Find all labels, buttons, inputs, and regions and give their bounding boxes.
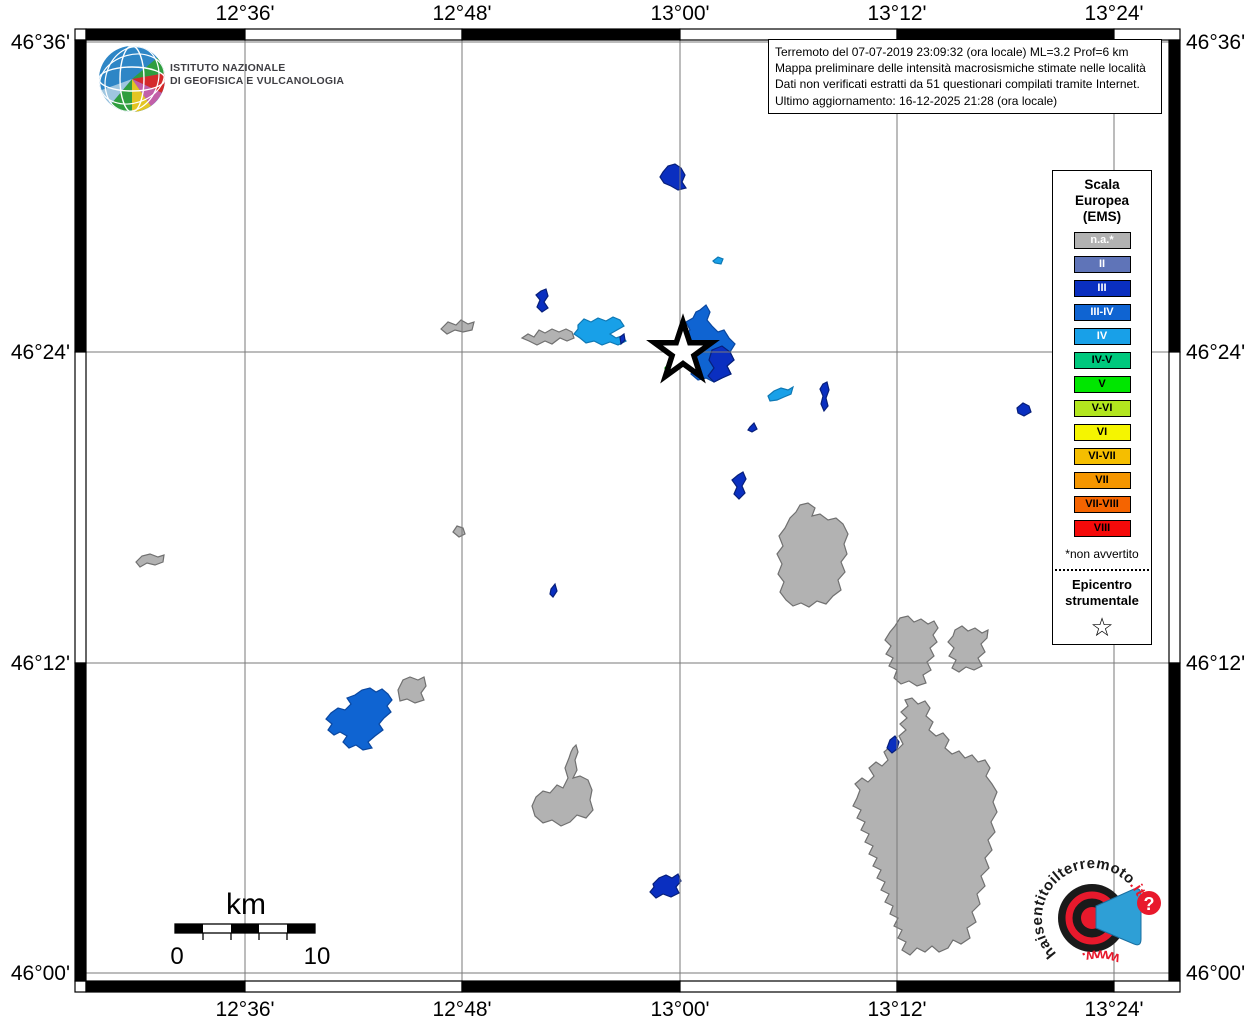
legend-swatch-viii: VIII [1073, 520, 1131, 537]
intensity-area-iii [1016, 402, 1032, 417]
na-area [776, 502, 849, 608]
earthquake-info-box: Terremoto del 07-07-2019 23:09:32 (ora l… [768, 39, 1162, 114]
lon-label-bottom-1300: 13°00' [650, 998, 710, 1021]
intensity-area-iii [731, 471, 747, 500]
lat-label-right-4636: 46°36' [1186, 31, 1246, 54]
na-area [531, 743, 594, 827]
graticule-lines [86, 40, 1169, 981]
epicenter-star-icon: ☆ [1090, 612, 1114, 642]
lon-label-top-1300: 13°00' [650, 2, 710, 25]
svg-text:www.: www. [1080, 946, 1123, 967]
lat-label-left-4600: 46°00' [10, 962, 70, 985]
intensity-area-iv [767, 385, 794, 402]
legend-swatch-v-vi: V-VI [1073, 400, 1131, 417]
na-area [947, 625, 989, 673]
intensity-area-iii [619, 332, 626, 346]
scale-bar-start: 0 [170, 943, 183, 970]
lon-label-bottom-1312: 13°12' [867, 998, 927, 1021]
legend-swatch-iv: IV [1073, 328, 1131, 345]
legend-swatch-vii: VII [1073, 472, 1131, 489]
data-source-line: Dati non verificati estratti da 51 quest… [775, 77, 1140, 92]
scale-bar-unit: km [226, 888, 266, 921]
lon-label-bottom-1236: 12°36' [215, 998, 275, 1021]
ingv-logo-text: ISTITUTO NAZIONALE DI GEOFISICA E VULCAN… [170, 62, 344, 88]
legend-swatch-iii-iv: III-IV [1073, 304, 1131, 321]
legend-swatch-ii: II [1073, 256, 1131, 273]
legend-swatch-vi: VI [1073, 424, 1131, 441]
lat-label-right-4612: 46°12' [1186, 652, 1246, 675]
lon-label-bottom-1248: 12°48' [432, 998, 492, 1021]
epicenter-label-line2: strumentale [1065, 593, 1139, 608]
event-summary-line: Terremoto del 07-07-2019 23:09:32 (ora l… [775, 45, 1129, 59]
epicenter-legend-label: Epicentro strumentale [1053, 577, 1151, 609]
watermark-question-mark: ? [1144, 894, 1155, 914]
watermark-www-text: www. [1080, 946, 1123, 967]
na-area [397, 676, 427, 704]
ingv-logo-line2: DI GEOFISICA E VULCANOLOGIA [170, 75, 345, 87]
legend-title-line1: Scala [1084, 177, 1120, 192]
na-area [452, 525, 466, 538]
intensity-area-iii [819, 381, 830, 413]
legend-title-line2: Europea [1074, 193, 1129, 208]
na-area [135, 553, 165, 568]
intensity-area-iii [747, 421, 758, 433]
legend-footnote: *non avvertito [1065, 547, 1139, 561]
lon-label-top-1248: 12°48' [432, 2, 492, 25]
epicenter-star [646, 313, 720, 384]
map-description-line: Mappa preliminare delle intensità macros… [775, 61, 1146, 76]
epicenter-label-line1: Epicentro [1072, 577, 1132, 592]
intensity-area-iii [549, 582, 558, 598]
haisentitoilterremoto-watermark: ? haisentitoilterremoto.it www. [1029, 855, 1161, 967]
intensity-area-iii [707, 345, 735, 383]
intensity-area-iii-iv [325, 687, 393, 751]
intensity-area-iv [712, 256, 724, 265]
lat-label-left-4624: 46°24' [10, 341, 70, 364]
legend-swatch-na: n.a.* [1073, 232, 1131, 249]
na-municipality-polygons [135, 319, 998, 956]
na-area [440, 319, 475, 335]
legend-swatch-vii-viii: VII-VIII [1073, 496, 1131, 513]
lon-label-top-1324: 13°24' [1084, 2, 1144, 25]
intensity-area-iii [649, 873, 682, 899]
legend-swatch-iii: III [1073, 280, 1131, 297]
scale-bar: km 0 10 [170, 888, 330, 970]
ingv-logo-line1: ISTITUTO NAZIONALE [170, 62, 286, 74]
lat-label-right-4600: 46°00' [1186, 962, 1246, 985]
lon-label-top-1312: 13°12' [867, 2, 927, 25]
na-area [884, 615, 939, 687]
lat-label-right-4624: 46°24' [1186, 341, 1246, 364]
lat-label-left-4612: 46°12' [10, 652, 70, 675]
na-area [520, 328, 575, 346]
legend-swatch-iv-v: IV-V [1073, 352, 1131, 369]
megaphone-icon [1095, 888, 1142, 946]
lat-label-left-4636: 46°36' [10, 31, 70, 54]
intensity-area-iv [573, 316, 627, 346]
lon-label-top-1236: 12°36' [215, 2, 275, 25]
map-frame [74, 28, 1181, 993]
legend-swatch-vi-vii: VI-VII [1073, 448, 1131, 465]
intensity-polygons [325, 163, 1032, 899]
lon-label-bottom-1324: 13°24' [1084, 998, 1144, 1021]
last-update-line: Ultimo aggiornamento: 16-12-2025 21:28 (… [775, 93, 1058, 108]
ems-scale-legend: Scala Europea (EMS) n.a.* II III III-IV … [1052, 170, 1152, 645]
ingv-globe-logo [99, 46, 165, 112]
scale-bar-end: 10 [304, 943, 331, 970]
na-area [852, 697, 998, 956]
intensity-area-iii [659, 163, 687, 191]
legend-title: Scala Europea (EMS) [1053, 177, 1151, 225]
intensity-area-iii [535, 288, 549, 313]
legend-swatch-v: V [1073, 376, 1131, 393]
legend-title-line3: (EMS) [1082, 209, 1122, 224]
legend-divider [1055, 569, 1149, 571]
